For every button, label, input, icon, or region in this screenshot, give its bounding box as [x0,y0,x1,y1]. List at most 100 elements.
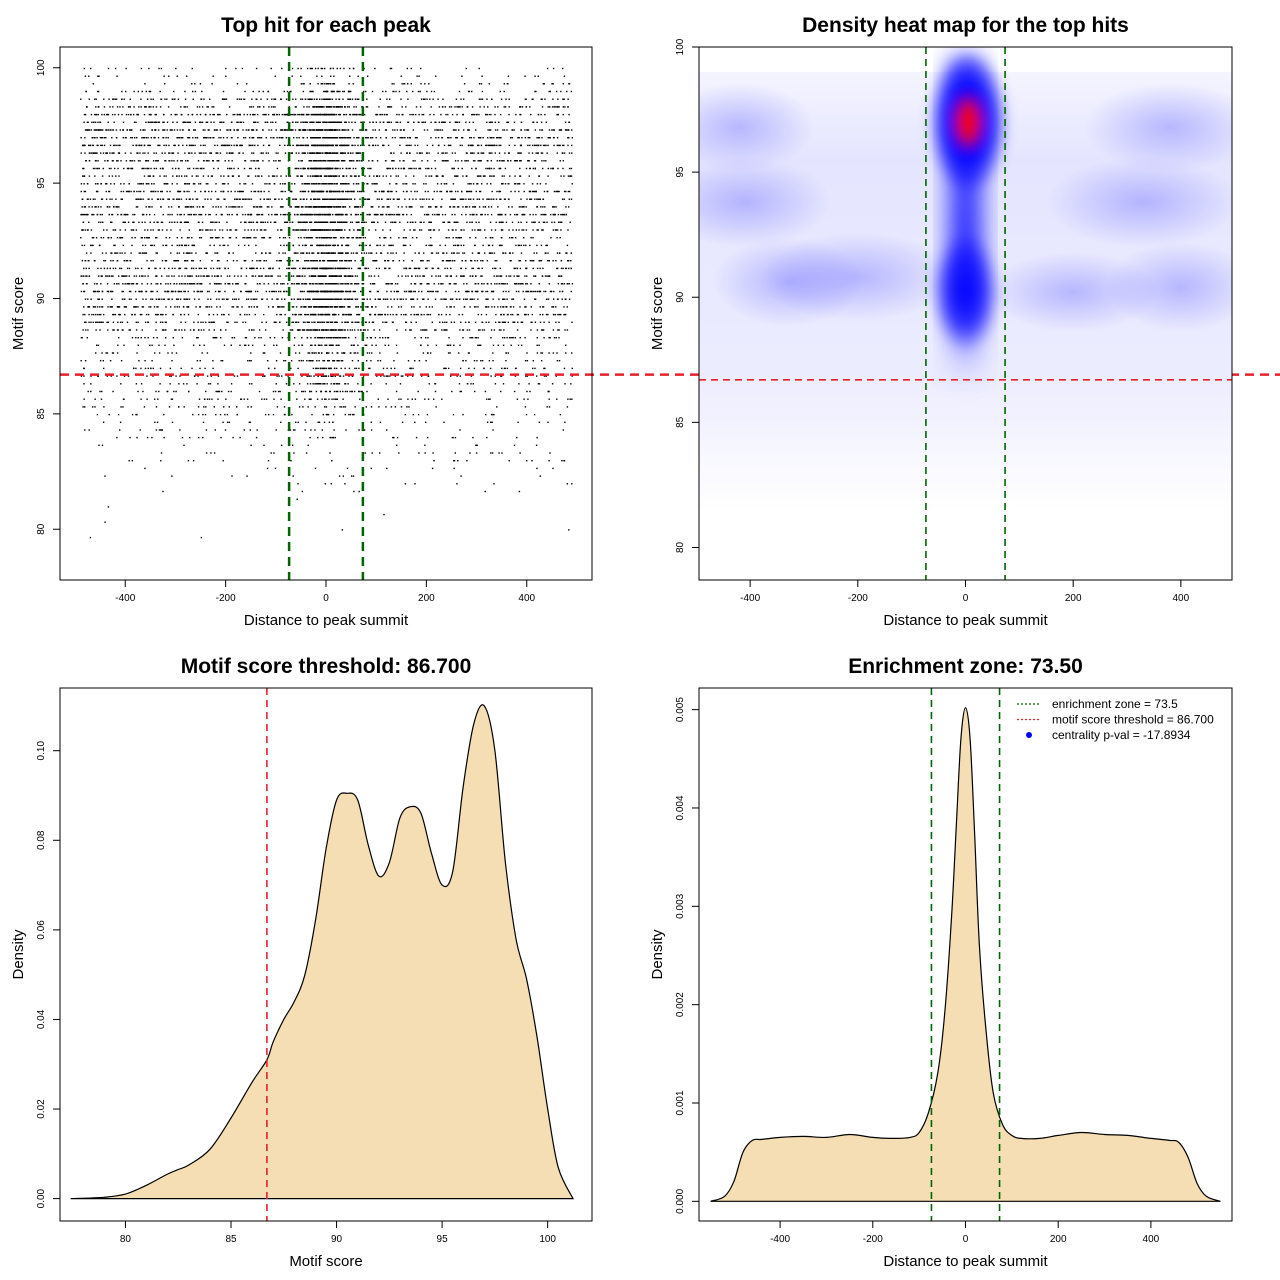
scatter-point [273,160,275,162]
scatter-point [219,244,221,247]
scatter-point [312,206,315,208]
scatter-point [327,160,329,162]
scatter-point [332,183,334,185]
scatter-point [349,67,351,70]
scatter-point [431,267,433,270]
scatter-point [113,98,115,100]
scatter-point [131,313,133,316]
scatter-point [418,452,420,454]
scatter-point [124,213,127,216]
scatter-point [408,290,410,293]
scatter-point [226,213,229,216]
scatter-point [122,106,124,108]
scatter-point [490,329,493,331]
scatter-point [200,144,202,147]
scatter-point [415,313,418,316]
scatter-point [391,221,394,223]
scatter-point [310,213,312,216]
scatter-point [124,298,126,300]
scatter-point [300,360,302,362]
scatter-point [154,352,156,354]
scatter-point [539,183,542,185]
scatter-point [523,183,525,185]
scatter-point [369,167,371,170]
scatter-point [570,198,573,200]
scatter-point [306,375,308,377]
scatter-point [368,144,371,147]
scatter-point [410,283,412,285]
scatter-point [208,129,210,131]
scatter-point [406,67,408,70]
scatter-point [281,375,283,377]
scatter-point [514,237,517,239]
scatter-point [194,83,196,85]
scatter-point [375,267,378,270]
scatter-point [387,260,389,262]
scatter-point [306,144,308,147]
scatter-point [450,106,453,108]
scatter-point [503,283,505,285]
scatter-points [80,67,574,539]
scatter-point [94,167,96,170]
scatter-point [249,113,252,116]
scatter-point [472,183,475,185]
scatter-point [453,221,455,223]
scatter-point [304,244,307,247]
scatter-point [525,260,527,262]
scatter-point [279,237,281,239]
scatter-point [81,206,83,208]
scatter-point [434,167,437,170]
scatter-point [399,383,402,385]
scatter-point [430,252,433,254]
scatter-point [184,90,186,93]
scatter-point [263,267,265,270]
scatter-point [315,367,317,370]
scatter-point [444,367,446,370]
scatter-point [428,206,430,208]
scatter-point [370,137,372,139]
scatter-point [235,67,237,70]
scatter-point [506,367,509,370]
scatter-point [332,244,334,247]
scatter-point [280,229,282,231]
scatter-point [502,290,505,293]
scatter-point [274,198,276,200]
scatter-point [363,90,365,93]
scatter-point [276,406,279,408]
scatter-point [322,436,324,439]
scatter-point [346,106,349,108]
scatter-point [548,352,550,354]
scatter-point [257,160,259,162]
scatter-point [256,429,258,431]
scatter-point [415,321,417,323]
scatter-point [457,460,459,462]
scatter-point [86,121,89,123]
scatter-point [313,375,315,377]
scatter-point [163,75,165,77]
scatter-point [113,244,115,247]
scatter-point [151,183,153,185]
scatter-point [130,113,132,116]
scatter-point [124,275,126,277]
scatter-point [476,290,478,293]
scatter-point [463,275,465,277]
scatter-point [199,367,201,370]
scatter-point [209,229,211,231]
scatter-point [376,198,379,200]
scatter-point [379,244,381,247]
scatter-point [490,237,492,239]
scatter-point [375,229,377,231]
scatter-point [360,129,362,131]
scatter-point [498,144,500,147]
scatter-point [489,252,491,254]
scatter-point [230,190,232,193]
scatter-point [571,152,573,154]
scatter-point [348,121,350,123]
scatter-point [557,283,560,285]
scatter-point [152,375,154,377]
scatter-point [350,190,353,193]
scatter-point [217,206,220,208]
scatter-point [393,83,395,85]
scatter-point [565,344,567,346]
scatter-point [103,229,105,231]
